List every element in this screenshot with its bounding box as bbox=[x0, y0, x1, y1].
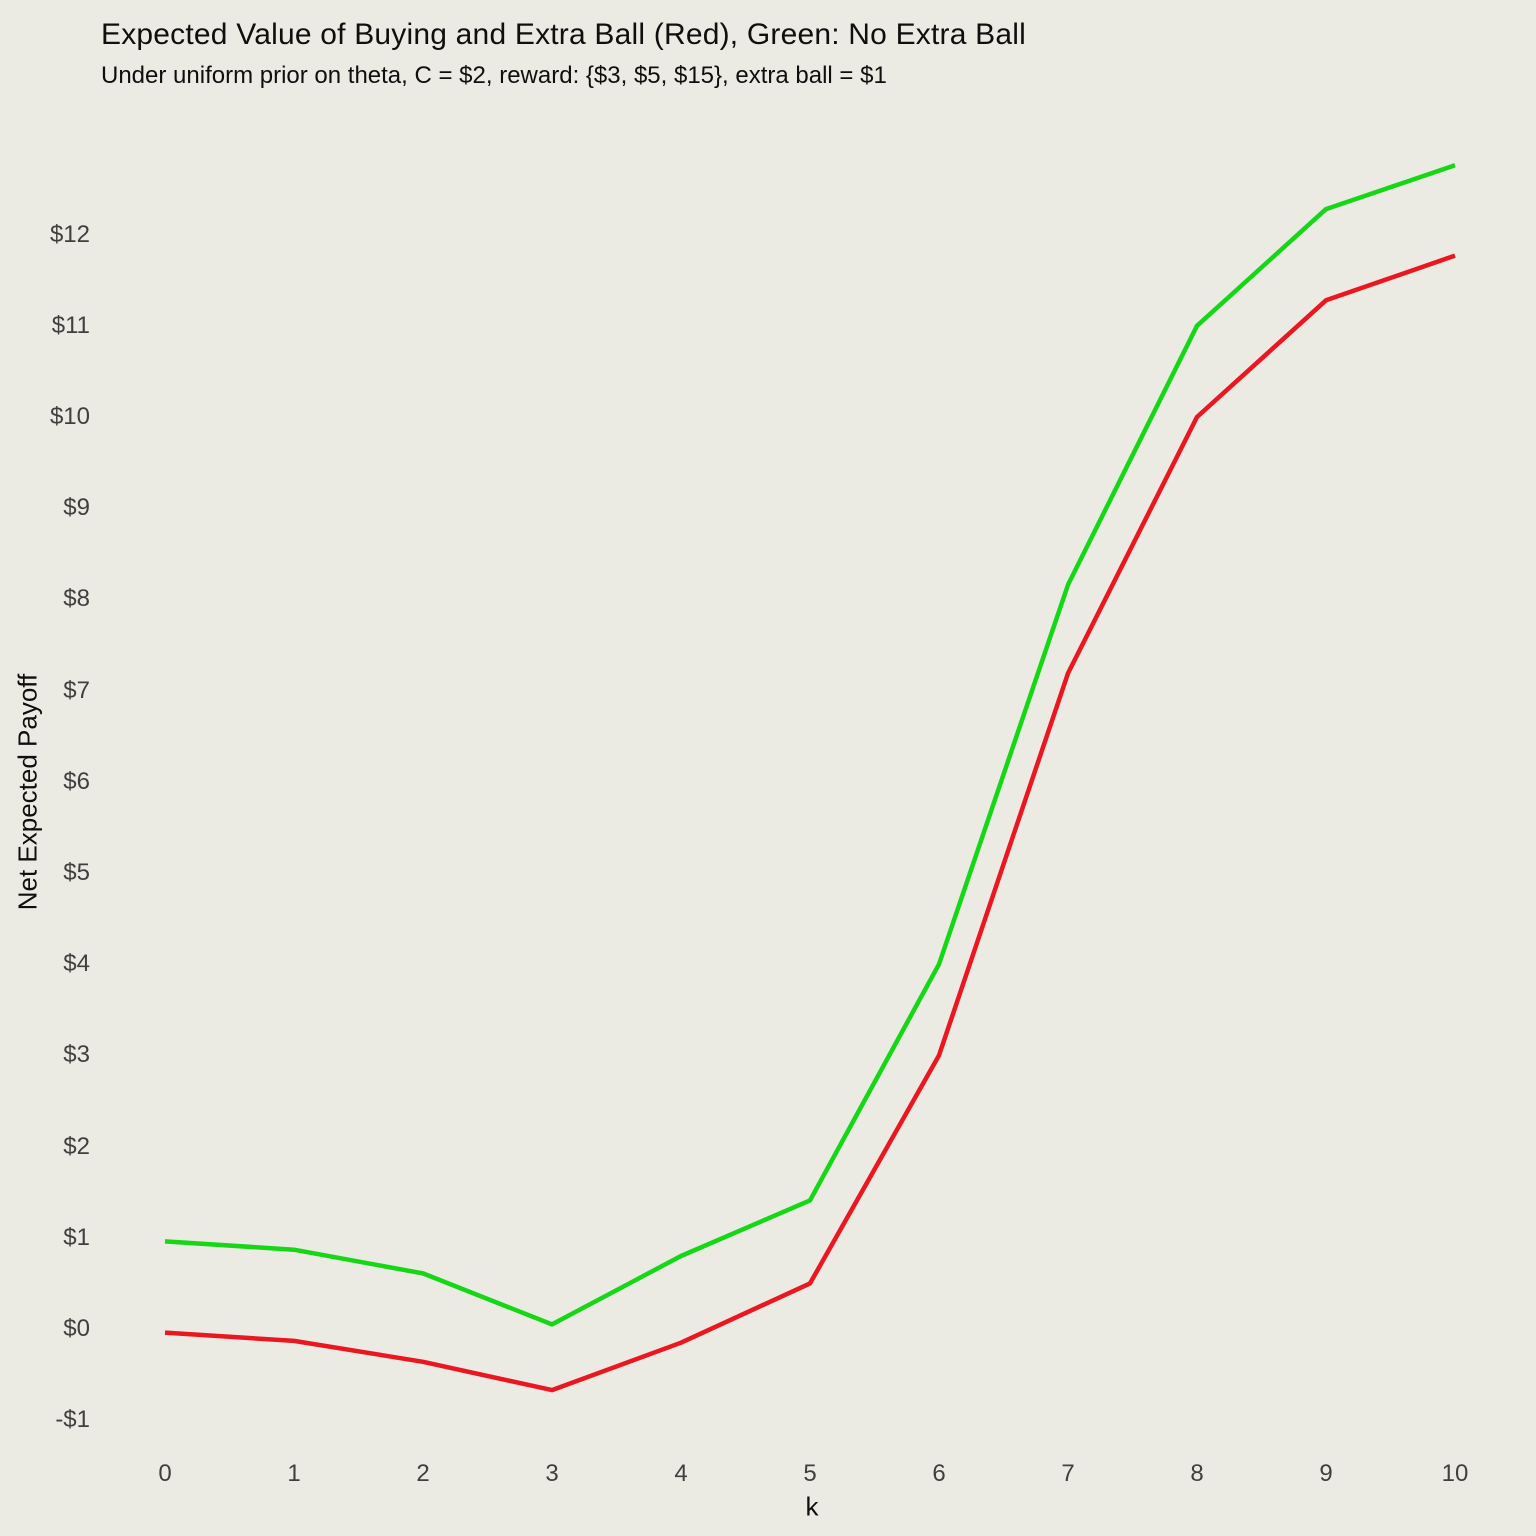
y-tick-label: $2 bbox=[63, 1132, 90, 1160]
y-tick-label: $3 bbox=[63, 1041, 90, 1069]
x-tick-label: 1 bbox=[287, 1460, 301, 1487]
y-tick-label: $6 bbox=[63, 767, 90, 795]
x-tick-label: 5 bbox=[803, 1460, 817, 1487]
y-tick-label: $12 bbox=[49, 220, 90, 248]
chart-subtitle: Under uniform prior on theta, C = $2, re… bbox=[101, 62, 887, 89]
y-tick-label: -$1 bbox=[55, 1406, 90, 1434]
y-tick-label: $5 bbox=[63, 859, 90, 886]
x-tick-label: 10 bbox=[1441, 1460, 1469, 1487]
y-tick-label: $4 bbox=[63, 950, 90, 978]
y-axis-title: Net Expected Payoff bbox=[12, 673, 43, 911]
x-tick-label: 3 bbox=[545, 1460, 559, 1487]
red-line-extra-ball bbox=[164, 253, 1456, 1393]
x-tick-label: 7 bbox=[1061, 1460, 1075, 1487]
x-tick-label: 0 bbox=[158, 1460, 172, 1487]
x-tick-label: 2 bbox=[416, 1460, 430, 1487]
x-tick-label: 9 bbox=[1319, 1460, 1333, 1487]
y-tick-label: $7 bbox=[63, 676, 90, 704]
y-tick-label: $11 bbox=[51, 311, 90, 339]
x-axis-title: k bbox=[805, 1491, 819, 1522]
x-tick-label: 6 bbox=[932, 1460, 946, 1487]
y-tick-label: $1 bbox=[63, 1223, 90, 1251]
green-line-no-extra-ball bbox=[164, 163, 1456, 1327]
x-tick-label: 4 bbox=[674, 1460, 688, 1487]
y-tick-label: $9 bbox=[63, 494, 90, 522]
chart-title: Expected Value of Buying and Extra Ball … bbox=[101, 18, 1026, 51]
y-tick-label: $8 bbox=[63, 585, 90, 613]
y-tick-label: $10 bbox=[49, 403, 90, 430]
x-tick-label: 8 bbox=[1190, 1460, 1204, 1487]
y-tick-label: $0 bbox=[63, 1315, 90, 1342]
